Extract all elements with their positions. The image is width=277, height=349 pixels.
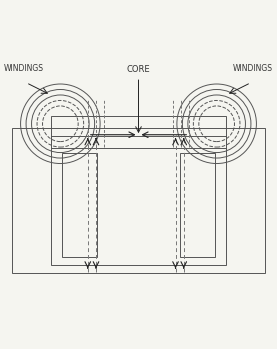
Text: WINDINGS: WINDINGS: [233, 64, 273, 73]
Bar: [51, 136, 226, 265]
Bar: [62, 153, 98, 257]
Text: CORE: CORE: [127, 65, 150, 74]
Bar: [12, 128, 265, 273]
Text: WINDINGS: WINDINGS: [4, 64, 44, 73]
Bar: [179, 153, 215, 257]
Bar: [51, 116, 226, 148]
